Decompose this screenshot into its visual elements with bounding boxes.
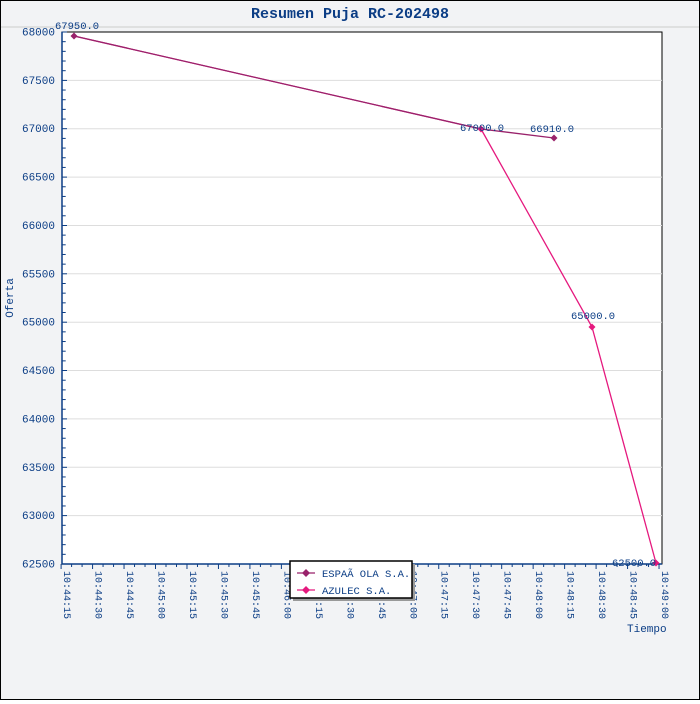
svg-text:10:49:00: 10:49:00 — [658, 571, 669, 619]
svg-text:62500: 62500 — [22, 560, 55, 572]
svg-text:64000: 64000 — [22, 414, 55, 426]
svg-text:Oferta: Oferta — [5, 278, 17, 318]
svg-text:10:45:45: 10:45:45 — [249, 571, 260, 619]
svg-text:ESPAÃ OLA S.A.: ESPAÃ OLA S.A. — [322, 568, 410, 581]
svg-text:10:47:45: 10:47:45 — [501, 571, 512, 619]
svg-text:68000: 68000 — [22, 28, 55, 40]
svg-text:10:44:15: 10:44:15 — [60, 571, 71, 619]
svg-text:10:45:00: 10:45:00 — [155, 571, 166, 619]
svg-text:63500: 63500 — [22, 463, 55, 475]
svg-text:10:48:15: 10:48:15 — [564, 571, 575, 619]
svg-text:10:48:00: 10:48:00 — [532, 571, 543, 619]
svg-text:10:45:15: 10:45:15 — [186, 571, 197, 619]
svg-text:65000.0: 65000.0 — [571, 311, 615, 323]
svg-text:10:48:30: 10:48:30 — [595, 571, 606, 619]
svg-text:66910.0: 66910.0 — [530, 124, 574, 136]
svg-text:10:45:30: 10:45:30 — [217, 571, 228, 619]
svg-text:67000: 67000 — [22, 124, 55, 136]
svg-text:AZULEC S.A.: AZULEC S.A. — [322, 586, 391, 598]
svg-text:66000: 66000 — [22, 221, 55, 233]
svg-text:10:44:30: 10:44:30 — [92, 571, 103, 619]
svg-text:Resumen Puja RC-202498: Resumen Puja RC-202498 — [251, 6, 449, 23]
svg-text:63000: 63000 — [22, 511, 55, 523]
svg-text:66500: 66500 — [22, 173, 55, 185]
svg-text:10:44:45: 10:44:45 — [123, 571, 134, 619]
svg-text:10:48:45: 10:48:45 — [627, 571, 638, 619]
svg-text:62500.0: 62500.0 — [612, 558, 656, 570]
svg-text:67000.0: 67000.0 — [460, 123, 504, 135]
svg-text:10:47:30: 10:47:30 — [469, 571, 480, 619]
svg-text:67950.0: 67950.0 — [55, 21, 99, 33]
svg-text:65000: 65000 — [22, 318, 55, 330]
svg-text:64500: 64500 — [22, 366, 55, 378]
svg-text:67500: 67500 — [22, 76, 55, 88]
svg-text:65500: 65500 — [22, 269, 55, 281]
svg-text:10:47:15: 10:47:15 — [438, 571, 449, 619]
svg-text:Tiempo: Tiempo — [627, 624, 667, 636]
